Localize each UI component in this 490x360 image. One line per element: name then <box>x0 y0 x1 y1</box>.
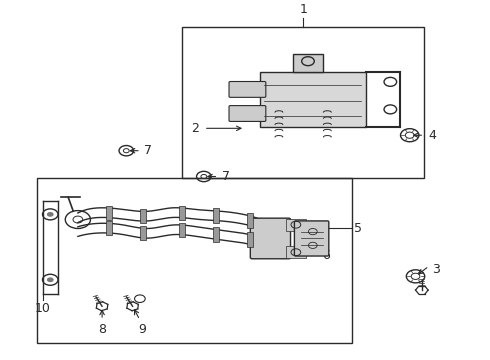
Bar <box>179 222 185 237</box>
Text: 2: 2 <box>191 122 199 135</box>
FancyBboxPatch shape <box>229 105 266 121</box>
Bar <box>140 226 146 240</box>
Bar <box>247 213 253 228</box>
Bar <box>213 208 219 223</box>
Bar <box>37 178 352 343</box>
FancyBboxPatch shape <box>294 221 329 256</box>
Text: 7: 7 <box>144 144 152 157</box>
Bar <box>260 72 366 127</box>
Bar <box>213 227 219 242</box>
Text: 8: 8 <box>98 323 106 336</box>
Bar <box>247 232 253 247</box>
Bar <box>182 27 424 178</box>
Bar <box>179 206 185 220</box>
Text: 1: 1 <box>299 4 307 17</box>
Circle shape <box>47 212 53 217</box>
Text: 4: 4 <box>428 129 436 142</box>
FancyBboxPatch shape <box>250 218 291 259</box>
Text: 3: 3 <box>433 263 441 276</box>
Bar <box>140 209 146 224</box>
Circle shape <box>47 277 53 282</box>
Text: 6: 6 <box>322 249 330 262</box>
Text: 5: 5 <box>354 222 362 235</box>
FancyBboxPatch shape <box>229 81 266 97</box>
Bar <box>294 54 322 72</box>
Bar <box>106 221 112 235</box>
Bar <box>286 219 306 231</box>
Bar <box>286 246 306 258</box>
Text: 10: 10 <box>35 302 51 315</box>
Text: 7: 7 <box>222 170 230 183</box>
Bar <box>106 206 112 220</box>
Text: 9: 9 <box>138 323 146 336</box>
